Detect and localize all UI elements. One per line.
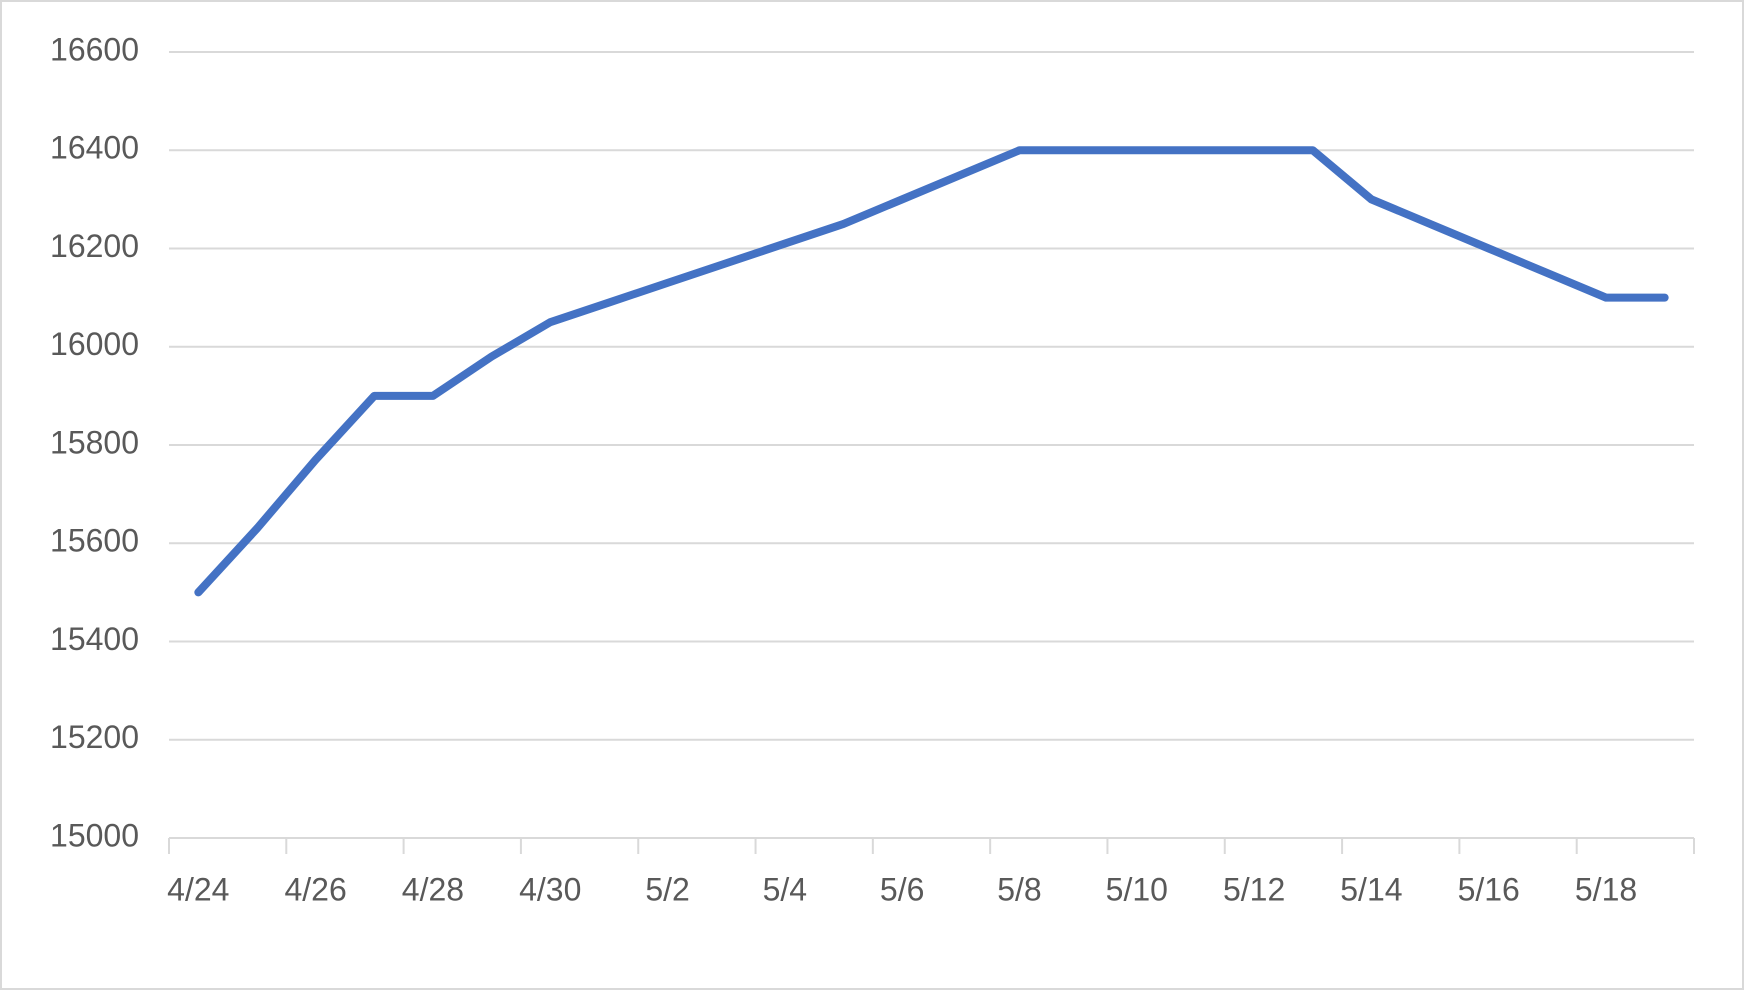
y-tick-label: 16000 — [50, 326, 139, 362]
x-tick-label: 5/6 — [880, 871, 924, 907]
x-tick-label: 4/24 — [167, 871, 229, 907]
x-tick-label: 5/14 — [1340, 871, 1402, 907]
data-line — [194, 146, 1669, 597]
x-tick-label: 4/26 — [284, 871, 346, 907]
y-tick-label: 15800 — [50, 424, 139, 460]
y-tick-label: 16600 — [50, 31, 139, 67]
x-tick-label: 5/16 — [1458, 871, 1520, 907]
y-tick-label: 15400 — [50, 621, 139, 657]
x-tick-label: 4/28 — [402, 871, 464, 907]
y-tick-label: 15600 — [50, 523, 139, 559]
x-tick-label: 5/18 — [1575, 871, 1637, 907]
x-tick-label: 5/4 — [763, 871, 807, 907]
x-tick-label: 5/2 — [645, 871, 689, 907]
y-tick-label: 16400 — [50, 130, 139, 166]
x-tick-label: 5/8 — [997, 871, 1041, 907]
y-tick-label: 16200 — [50, 228, 139, 264]
x-tick-label: 5/12 — [1223, 871, 1285, 907]
y-tick-label: 15000 — [50, 817, 139, 853]
y-tick-label: 15200 — [50, 719, 139, 755]
x-tick-label: 4/30 — [519, 871, 581, 907]
x-tick-label: 5/10 — [1106, 871, 1168, 907]
